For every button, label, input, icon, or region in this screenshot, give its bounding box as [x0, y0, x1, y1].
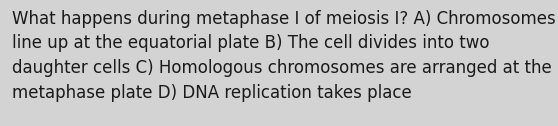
Text: daughter cells C) Homologous chromosomes are arranged at the: daughter cells C) Homologous chromosomes…	[12, 59, 552, 77]
Text: metaphase plate D) DNA replication takes place: metaphase plate D) DNA replication takes…	[12, 84, 412, 102]
Text: line up at the equatorial plate B) The cell divides into two: line up at the equatorial plate B) The c…	[12, 35, 489, 53]
Text: What happens during metaphase I of meiosis I? A) Chromosomes: What happens during metaphase I of meios…	[12, 10, 556, 28]
